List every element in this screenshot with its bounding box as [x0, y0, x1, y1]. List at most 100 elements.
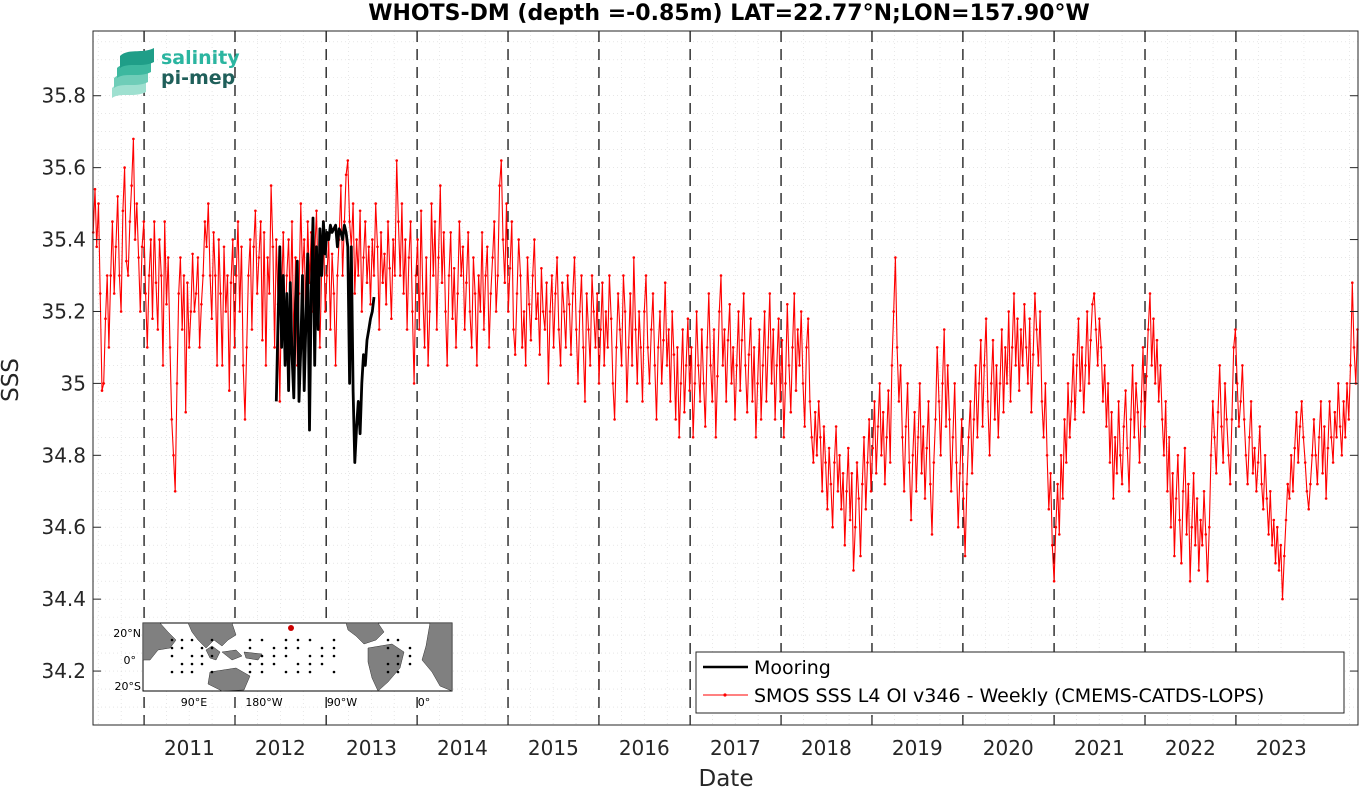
smos-point-422	[827, 446, 831, 450]
smos-point-506	[974, 364, 977, 367]
smos-point-513	[986, 400, 990, 403]
smos-point-43	[166, 256, 170, 259]
smos-point-611	[1157, 400, 1160, 403]
smos-point-153	[358, 209, 362, 213]
smos-point-646	[1218, 364, 1221, 367]
smos-point-503	[969, 400, 972, 403]
smos-point-688	[1291, 490, 1295, 493]
smos-point-668	[1256, 461, 1260, 464]
smos-point-91	[250, 328, 254, 331]
inset-dot	[200, 646, 204, 650]
smos-point-483	[934, 418, 937, 421]
smos-point-654	[1232, 346, 1235, 349]
x-tick-label-2023: 2023	[1256, 736, 1307, 760]
x-axis-ticks: 2011 2012 2013 2014 2015 2016 2017 2018 2019 2020…	[143, 717, 1307, 760]
inset-lon-label-3: 90°W	[327, 696, 357, 709]
smos-point-164	[377, 328, 381, 331]
smos-point-366	[730, 382, 733, 385]
inset-dot	[320, 654, 324, 658]
smos-point-350	[702, 382, 705, 385]
smos-point-675	[1269, 490, 1272, 493]
smos-point-385	[763, 310, 766, 313]
smos-point-573	[1091, 303, 1094, 306]
smos-point-257	[540, 267, 543, 270]
smos-point-484	[935, 346, 939, 349]
smos-point-416	[817, 400, 820, 403]
smos-point-472	[915, 490, 918, 493]
smos-point-687	[1289, 454, 1293, 457]
smos-point-471	[913, 410, 916, 414]
smos-point-57	[191, 252, 194, 256]
smos-point-458	[890, 364, 894, 367]
smos-point-474	[918, 382, 922, 385]
smos-point-674	[1267, 533, 1270, 536]
logo-wave-icon	[112, 48, 154, 98]
smos-point-301	[616, 292, 620, 295]
smos-point-583	[1108, 461, 1112, 464]
inset-dot	[396, 670, 400, 674]
smos-point-16	[119, 310, 123, 313]
smos-point-656	[1235, 382, 1239, 385]
smos-point-78	[228, 389, 231, 392]
smos-point-265	[554, 292, 557, 295]
smos-point-206	[451, 317, 454, 321]
smos-point-716	[1340, 454, 1344, 457]
smos-point-453	[881, 410, 885, 414]
smos-point-260	[545, 281, 548, 285]
smos-point-584	[1110, 410, 1113, 414]
smos-point-381	[756, 382, 759, 385]
smos-point-227	[487, 346, 491, 349]
smos-point-418	[820, 490, 824, 493]
smos-point-202	[444, 310, 447, 313]
smos-point-433	[847, 446, 850, 450]
smos-point-76	[224, 310, 228, 313]
smos-point-452	[880, 454, 883, 457]
smos-point-701	[1314, 454, 1317, 457]
smos-point-157	[365, 281, 369, 285]
smos-point-649	[1223, 382, 1227, 385]
smos-point-188	[419, 209, 423, 213]
inset-lon-label-2: 180°W	[245, 696, 282, 709]
smos-point-280	[580, 274, 583, 277]
smos-point-30	[144, 292, 147, 295]
smos-point-559	[1066, 382, 1070, 385]
inset-dot	[210, 654, 214, 658]
smos-point-489	[944, 425, 948, 428]
smos-point-313	[637, 310, 641, 313]
smos-point-207	[452, 267, 456, 270]
smos-point-535	[1024, 346, 1028, 349]
smos-point-239	[508, 267, 512, 270]
smos-point-613	[1160, 418, 1164, 421]
smos-point-303	[620, 364, 623, 367]
smos-point-605	[1146, 328, 1150, 331]
smos-point-536	[1026, 382, 1030, 385]
smos-point-431	[843, 543, 847, 547]
smos-point-664	[1249, 400, 1253, 403]
smos-point-355	[711, 400, 714, 403]
smos-point-579	[1101, 400, 1105, 403]
smos-point-175	[397, 220, 400, 223]
smos-point-441	[861, 482, 864, 486]
inset-dot	[396, 662, 400, 666]
y-tick-label-2: 34.6	[41, 515, 86, 539]
smos-point-636	[1201, 543, 1204, 547]
smos-point-637	[1202, 490, 1206, 493]
smos-point-630	[1190, 525, 1194, 529]
smos-point-2	[95, 245, 98, 249]
inset-dot	[272, 662, 276, 666]
x-axis-label: Date	[699, 766, 754, 790]
smos-point-650	[1225, 418, 1228, 421]
inset-dot	[248, 662, 252, 666]
smos-point-564	[1075, 364, 1079, 367]
smos-point-184	[412, 382, 416, 385]
smos-point-209	[456, 292, 460, 295]
smos-point-371	[738, 389, 742, 392]
smos-point-615	[1164, 400, 1167, 403]
smos-point-625	[1181, 490, 1185, 493]
smos-point-648	[1221, 461, 1225, 464]
smos-point-212	[461, 245, 465, 249]
smos-point-547	[1045, 454, 1049, 457]
smos-point-478	[925, 446, 929, 450]
smos-point-604	[1145, 374, 1148, 378]
smos-point-610	[1155, 338, 1159, 342]
